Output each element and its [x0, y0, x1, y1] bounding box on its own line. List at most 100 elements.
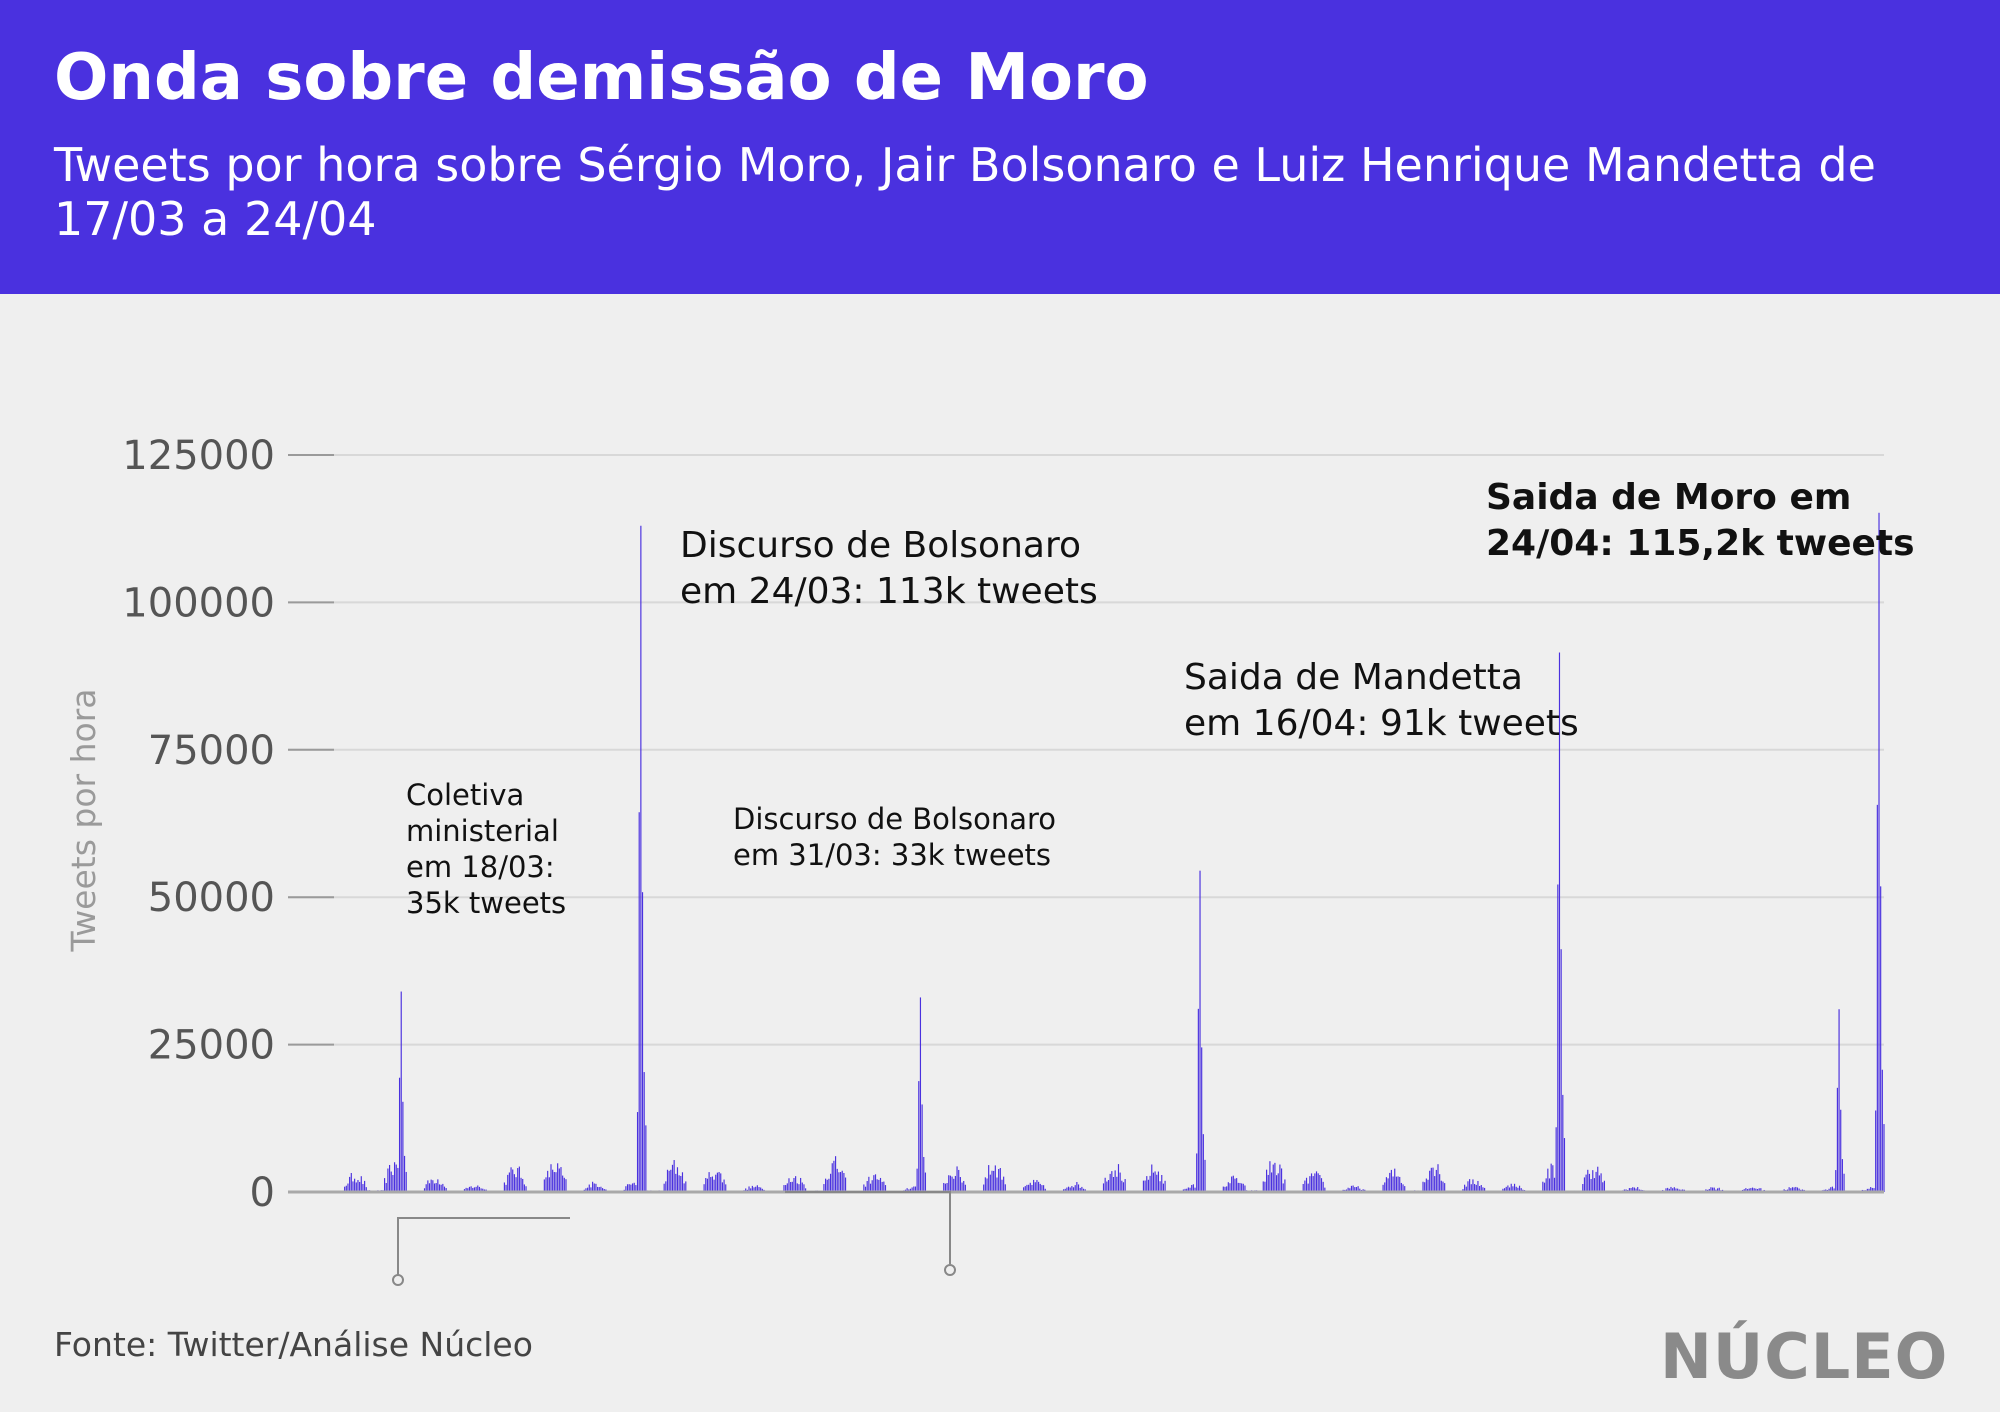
bar — [1712, 1187, 1714, 1192]
bar — [796, 1183, 798, 1192]
bar — [1066, 1187, 1068, 1192]
bar — [507, 1174, 509, 1192]
bar — [866, 1181, 868, 1192]
bar — [716, 1172, 718, 1192]
bar — [878, 1179, 880, 1192]
bar — [1562, 1094, 1564, 1192]
bar — [986, 1178, 988, 1192]
bar — [1592, 1170, 1594, 1192]
bar — [760, 1187, 762, 1192]
bar — [663, 1183, 665, 1192]
bar — [1122, 1182, 1125, 1192]
bar — [710, 1177, 712, 1192]
bar — [1553, 1177, 1556, 1192]
bar — [1795, 1186, 1797, 1192]
bar — [1798, 1188, 1800, 1192]
bar — [1279, 1164, 1281, 1192]
bar — [793, 1178, 795, 1192]
bar — [1474, 1183, 1476, 1192]
bar — [563, 1177, 565, 1192]
bar — [723, 1179, 725, 1192]
bar — [395, 1164, 397, 1192]
bar — [1280, 1168, 1283, 1192]
bar — [1222, 1186, 1224, 1192]
bar — [825, 1178, 827, 1192]
bar — [1633, 1187, 1635, 1192]
bar-series — [327, 512, 1885, 1192]
annotation-1: Coletiva ministerial em 18/03: 35k tweets — [406, 778, 566, 920]
bar — [1444, 1183, 1446, 1192]
bar — [467, 1188, 469, 1192]
bar — [388, 1164, 391, 1192]
bar — [991, 1170, 993, 1192]
bar — [1156, 1174, 1158, 1192]
bar — [1472, 1179, 1474, 1192]
bar — [432, 1180, 434, 1192]
bar — [879, 1177, 882, 1192]
bar — [1117, 1164, 1120, 1192]
bar — [1310, 1173, 1313, 1192]
bar — [1149, 1175, 1151, 1192]
bar — [1382, 1184, 1384, 1192]
bar — [437, 1179, 439, 1192]
bar — [1710, 1187, 1712, 1192]
bar — [1585, 1174, 1587, 1192]
y-tick-label: 50000 — [148, 875, 275, 921]
bar — [636, 1112, 639, 1192]
bar — [645, 1125, 647, 1192]
bar — [683, 1183, 685, 1192]
bar — [1307, 1183, 1309, 1192]
bar — [1755, 1188, 1757, 1192]
bar — [1788, 1187, 1790, 1192]
bar — [1161, 1174, 1163, 1192]
bar — [720, 1173, 722, 1192]
bar — [359, 1181, 361, 1192]
bar — [836, 1168, 838, 1192]
bar — [1868, 1188, 1870, 1192]
bar — [638, 812, 640, 1192]
bar — [357, 1180, 359, 1192]
bar — [560, 1167, 562, 1192]
bar — [1192, 1184, 1194, 1192]
annotation-4: Saida de Mandetta em 16/04: 91k tweets — [1184, 657, 1579, 744]
bar — [1560, 949, 1562, 1192]
bar — [1001, 1179, 1003, 1192]
bar — [1835, 1170, 1837, 1192]
bar — [1796, 1187, 1799, 1192]
bar — [1434, 1176, 1436, 1192]
bar — [1154, 1171, 1156, 1192]
bar — [1112, 1177, 1115, 1192]
bar — [758, 1187, 760, 1192]
bar — [998, 1169, 1000, 1192]
bar — [515, 1177, 517, 1192]
bar — [828, 1178, 830, 1192]
bar — [347, 1183, 349, 1192]
y-axis-ticks: 0 25000 50000 75000 100000 125000 — [122, 433, 275, 1216]
bar — [670, 1169, 672, 1192]
bar — [906, 1188, 908, 1192]
bar — [911, 1187, 913, 1192]
bar — [360, 1176, 362, 1192]
bar — [588, 1184, 590, 1192]
bar — [1029, 1182, 1031, 1192]
bar — [703, 1184, 705, 1192]
bar — [873, 1175, 875, 1192]
bar — [946, 1182, 948, 1192]
bar — [725, 1184, 727, 1192]
bar — [949, 1175, 951, 1192]
bar — [477, 1185, 479, 1192]
bar — [959, 1177, 961, 1192]
bar — [1074, 1185, 1076, 1192]
bar — [349, 1176, 351, 1192]
bar — [964, 1184, 966, 1192]
bar — [1387, 1178, 1389, 1192]
bar — [1164, 1180, 1166, 1192]
bar — [600, 1186, 602, 1192]
bar — [869, 1183, 872, 1192]
bar — [510, 1167, 512, 1192]
bar — [1147, 1179, 1150, 1192]
annotation-2: Discurso de Bolsonaro em 24/03: 113k twee… — [680, 525, 1098, 612]
bar — [1114, 1170, 1116, 1192]
bar — [520, 1177, 522, 1192]
bar — [1677, 1188, 1679, 1192]
